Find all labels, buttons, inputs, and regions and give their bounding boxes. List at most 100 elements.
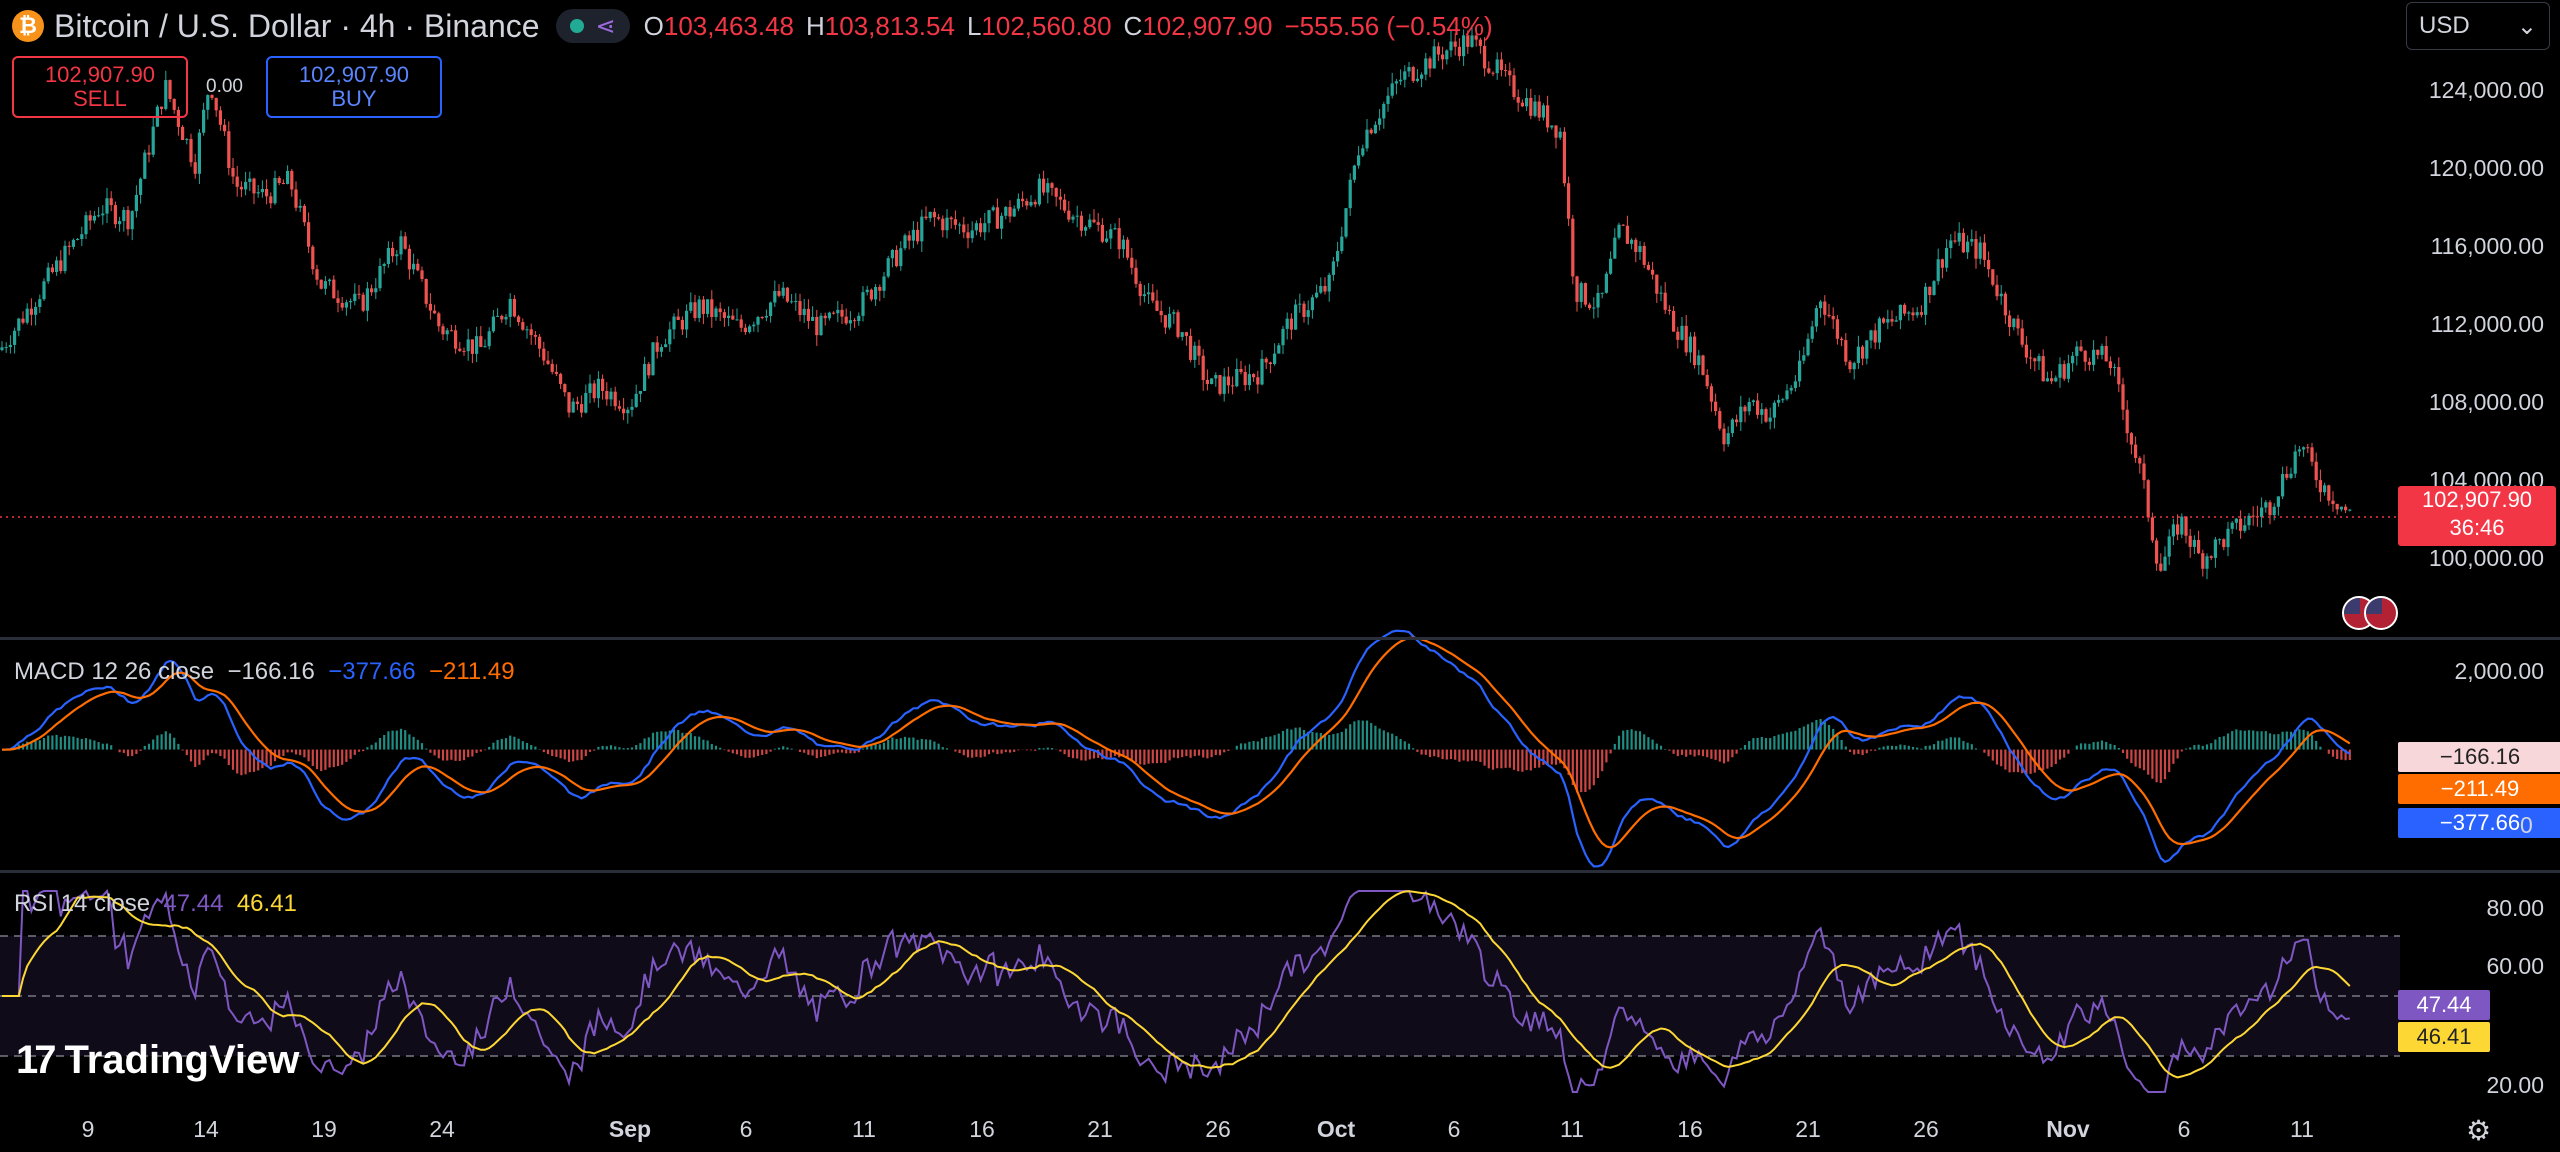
candle-body [1491,72,1495,74]
pane-separator-macd[interactable] [0,870,2560,873]
candle-body [605,391,609,400]
candle-body [2146,480,2150,518]
candle-body [655,342,659,352]
candle-body [907,235,911,241]
candle-body [1050,183,1054,188]
candle-body [2230,522,2234,529]
candle-body [916,229,920,242]
candle-body [1420,74,1424,79]
candle-body [1819,301,1823,309]
macd-legend[interactable]: MACD 12 26 close −166.16 −377.66 −211.49 [14,658,515,686]
candle-body [302,205,306,223]
candle-body [1348,179,1352,209]
candle-body [538,336,542,349]
candle-body [1378,118,1382,125]
candle-body [1004,207,1008,216]
candle-body [42,281,46,300]
candle-body [529,329,533,336]
candle-body [256,192,260,194]
candle-body [1945,247,1949,268]
candle-body [1210,378,1214,385]
candle-body [420,270,424,280]
candle-body [672,316,676,330]
candle-body [924,216,928,219]
candle-body [1063,199,1067,211]
candle-body [2327,485,2331,501]
candle-body [903,235,907,249]
candle-body [1630,239,1634,244]
candle-body [1525,97,1529,107]
candle-body [651,342,655,376]
candle-body [1747,402,1751,412]
share-icon[interactable]: ⋖ [595,12,616,40]
time-axis-label: 11 [1560,1116,1584,1142]
candle-body [59,260,63,272]
candle-body [1466,35,1470,47]
candle-body [1697,355,1701,366]
candle-body [2335,503,2339,510]
candle-body [966,232,970,239]
candle-body [2276,496,2280,507]
tradingview-logo[interactable]: 17 TradingView [16,1038,299,1083]
candle-body [286,170,290,184]
time-axis-label: 11 [852,1116,876,1142]
rsi-title: RSI 14 close [14,890,151,917]
candle-body [1655,274,1659,294]
candle-body [630,406,634,410]
candle-body [853,320,857,322]
candle-body [437,313,441,327]
candle-body [1436,46,1440,55]
rsi-legend[interactable]: RSI 14 close 47.44 46.41 [14,890,297,918]
candle-body [2016,318,2020,329]
us-flag-event-icon[interactable] [2364,596,2398,630]
macd-hist-badge: −166.16 [2398,742,2560,772]
candle-body [685,310,689,330]
candle-body [2155,540,2159,564]
candle-body [1504,70,1508,72]
candle-body [340,302,344,308]
candle-body [445,330,449,335]
candle-body [479,336,483,347]
candle-body [118,221,122,225]
candle-body [983,223,987,233]
candle-body [1970,239,1974,242]
candle-body [1100,224,1104,242]
candle-body [701,299,705,314]
candle-body [71,239,75,247]
candle-body [1764,409,1768,422]
candle-body [1180,332,1184,337]
candle-body [1949,240,1953,248]
candle-body [546,360,550,364]
candle-body [181,126,185,140]
candle-body [1016,198,1020,209]
candle-body [710,299,714,317]
candle-body [189,138,193,163]
candle-body [2344,506,2348,511]
candle-body [1987,259,1991,270]
candle-body [1184,332,1188,336]
candle-body [500,315,504,320]
market-status-pill[interactable]: ⋖ [555,9,630,43]
candle-body [2226,528,2230,548]
settings-gear-icon[interactable]: ⚙ [2466,1115,2492,1146]
candle-body [1373,124,1377,134]
candle-body [193,162,197,174]
sell-button[interactable]: 102,907.90 SELL [12,56,188,118]
candle-body [2213,539,2217,558]
candle-body [252,178,256,194]
candle-body [609,391,613,400]
buy-button[interactable]: 102,907.90 BUY [266,56,442,118]
candle-body [1919,312,1923,315]
candle-body [1798,360,1802,382]
candle-body [1739,406,1743,423]
candle-body [122,209,126,222]
candle-body [995,207,999,229]
candle-body [979,223,983,233]
currency-select[interactable]: USD ⌄ [2406,2,2550,50]
candle-body [1558,131,1562,138]
pane-separator-main[interactable] [0,637,2560,640]
candle-body [1126,239,1130,258]
macd-line [1,629,2351,868]
symbol-title[interactable]: Bitcoin / U.S. Dollar · 4h · Binance [54,7,540,44]
